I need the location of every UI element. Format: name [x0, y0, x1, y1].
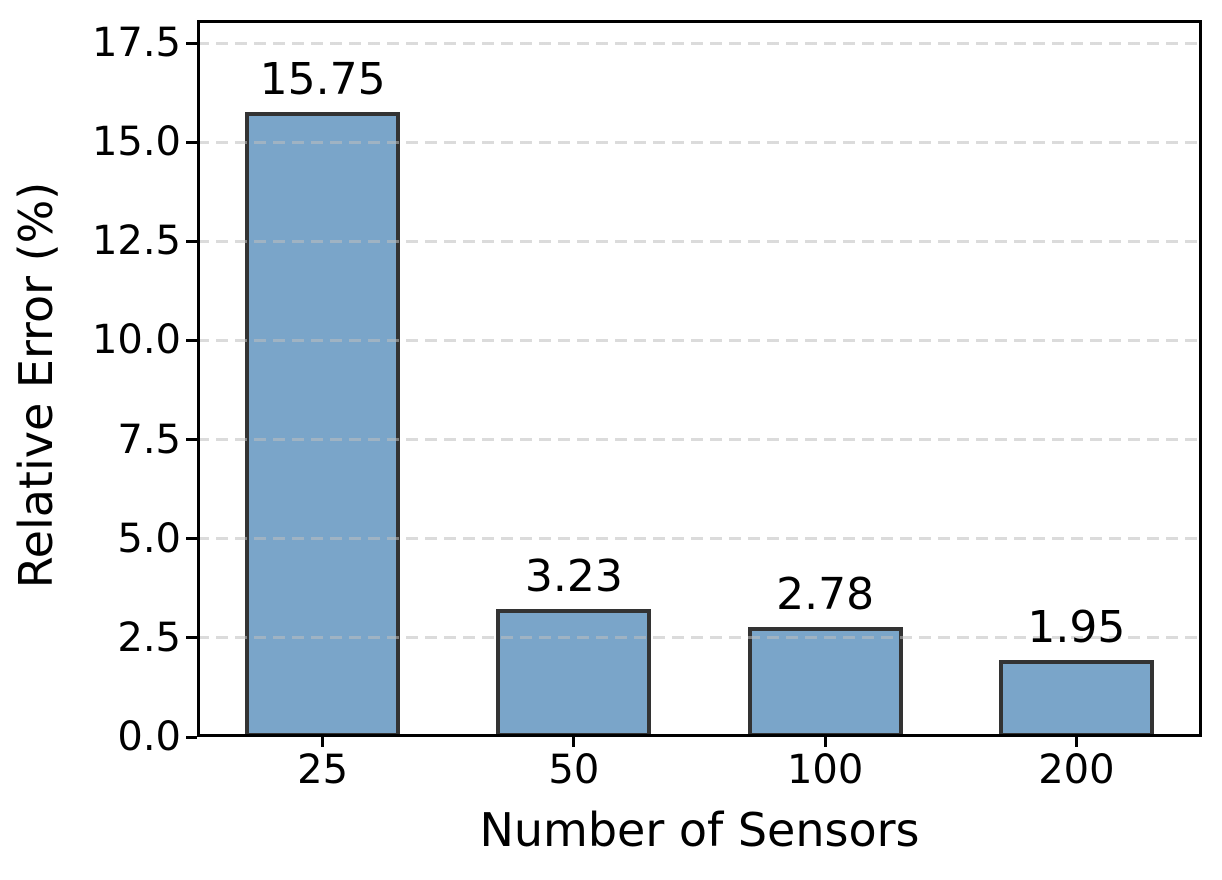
ytick-mark-10: [186, 338, 197, 342]
ytick-label-0: 0.0: [117, 714, 181, 760]
xtick-mark-25: [321, 737, 325, 747]
bar-value-label-50: 3.23: [524, 550, 623, 602]
ytick-label-12.5: 12.5: [91, 218, 181, 265]
ytick-mark-2.5: [186, 636, 197, 640]
bar-100: [747, 626, 903, 737]
bar-25: [245, 112, 401, 737]
ytick-mark-15: [186, 140, 197, 144]
ytick-label-5: 5.0: [117, 515, 181, 562]
ytick-mark-0: [186, 735, 197, 739]
x-axis-title: Number of Sensors: [479, 803, 920, 857]
xtick-label-200: 200: [1038, 747, 1115, 793]
xtick-mark-50: [572, 737, 576, 747]
ytick-label-2.5: 2.5: [117, 614, 181, 661]
ytick-mark-5: [186, 537, 197, 541]
plot-area: 15.75 3.23 2.78 1.95: [197, 20, 1202, 737]
xtick-mark-100: [823, 737, 827, 747]
ytick-label-7.5: 7.5: [117, 416, 181, 463]
xtick-label-100: 100: [786, 747, 864, 793]
xtick-label-50: 50: [548, 747, 600, 793]
bar-value-label-200: 1.95: [1027, 601, 1126, 653]
xtick-mark-200: [1074, 737, 1078, 747]
ytick-label-17.5: 17.5: [91, 20, 181, 66]
ytick-label-15: 15.0: [91, 119, 181, 166]
ytick-label-10: 10.0: [91, 317, 181, 364]
xtick-label-25: 25: [297, 747, 349, 793]
ytick-mark-7.5: [186, 438, 197, 442]
bar-50: [496, 608, 652, 737]
ytick-mark-12.5: [186, 239, 197, 243]
gridline-y-17.5: [197, 41, 1202, 45]
bar-200: [998, 659, 1154, 737]
ytick-mark-17.5: [186, 41, 197, 45]
bar-value-label-25: 15.75: [259, 54, 386, 106]
y-axis-title: Relative Error (%): [9, 181, 63, 589]
bar-value-label-100: 2.78: [776, 568, 875, 620]
